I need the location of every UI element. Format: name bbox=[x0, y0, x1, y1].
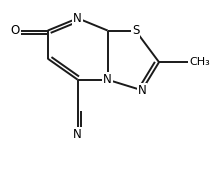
Text: S: S bbox=[132, 24, 139, 37]
Text: N: N bbox=[73, 12, 82, 25]
Text: N: N bbox=[73, 128, 82, 141]
Text: N: N bbox=[103, 73, 112, 86]
Text: CH₃: CH₃ bbox=[189, 57, 210, 67]
Text: O: O bbox=[11, 24, 20, 37]
Text: N: N bbox=[138, 84, 146, 97]
